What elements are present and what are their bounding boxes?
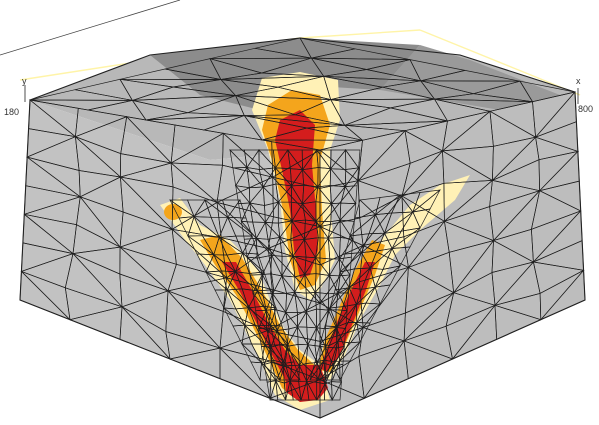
bounding-box-edge (300, 30, 420, 38)
left-axis-letter: y (22, 76, 27, 86)
right-axis-letter: x (576, 76, 581, 86)
perspective-guide-line (0, 0, 180, 55)
left-axis-value: 180 (4, 107, 19, 117)
right-axis-value: 800 (578, 104, 593, 114)
